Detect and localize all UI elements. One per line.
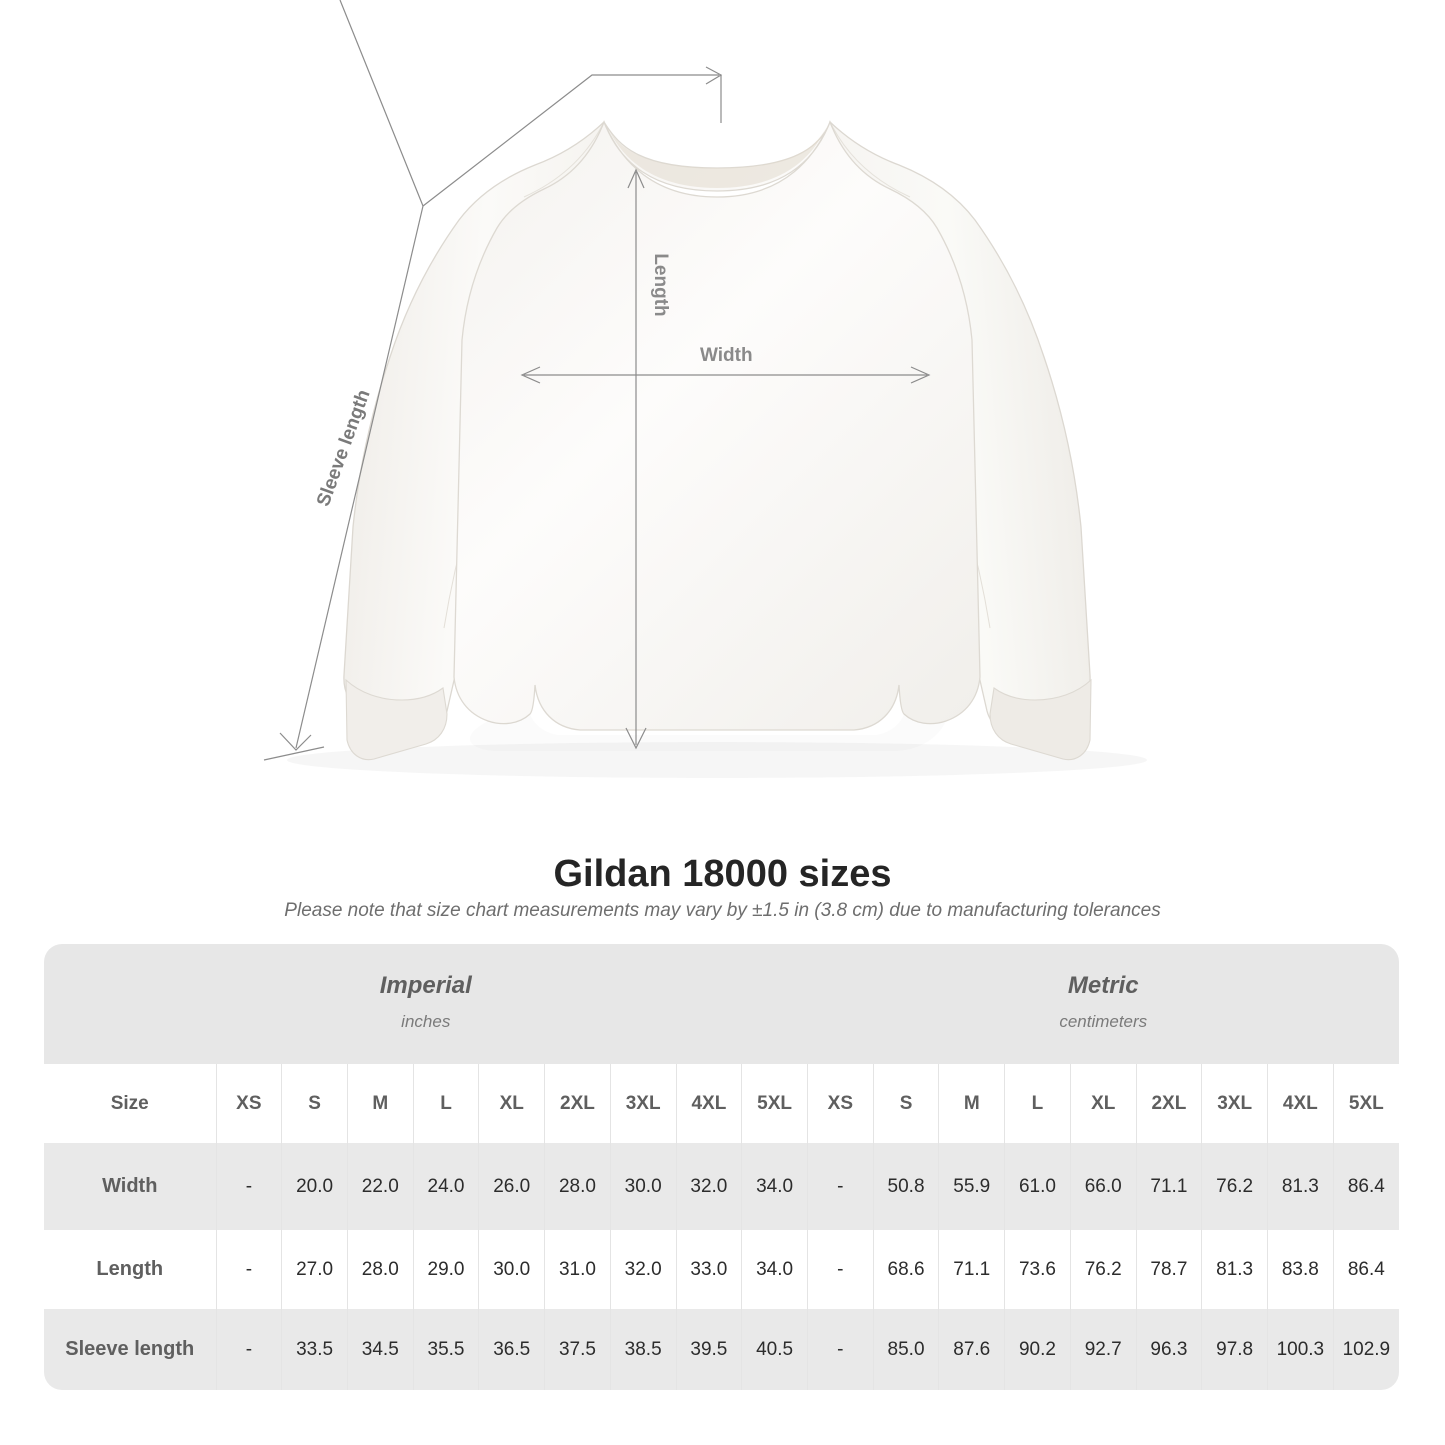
svg-text:Width: Width	[700, 345, 753, 366]
svg-text:Length: Length	[650, 253, 671, 316]
